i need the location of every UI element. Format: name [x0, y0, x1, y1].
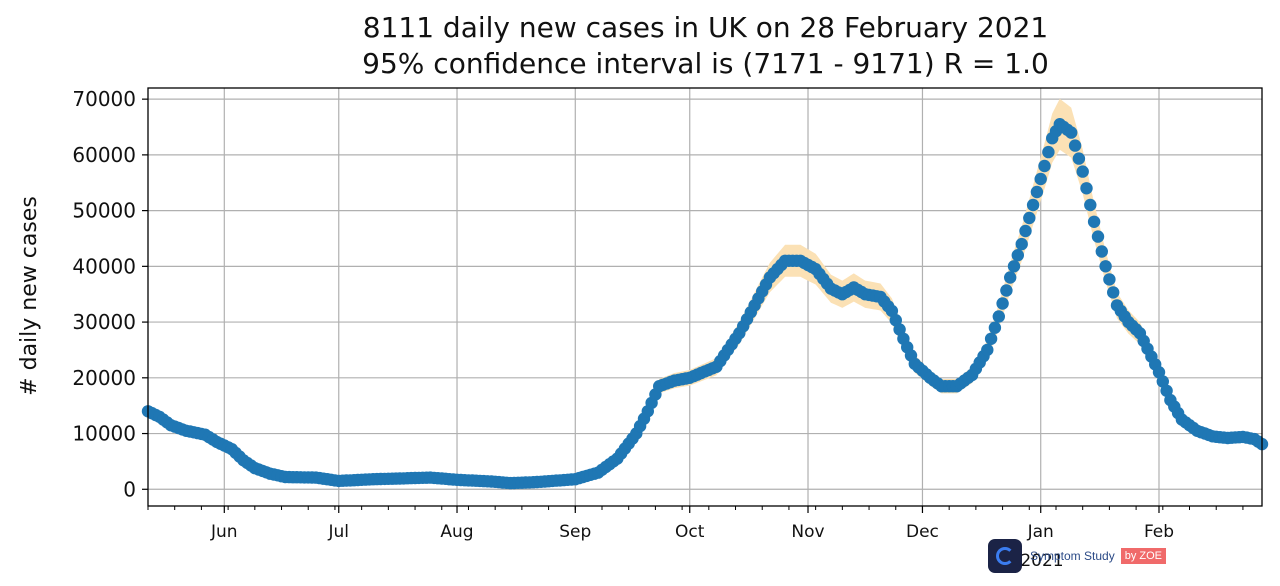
logo-badge-icon	[988, 539, 1022, 573]
data-point	[981, 343, 994, 357]
chart-title: 8111 daily new cases in UK on 28 Februar…	[362, 11, 1049, 44]
x-tick-label: Aug	[440, 522, 473, 542]
plot-frame	[147, 87, 1263, 507]
data-point	[1091, 230, 1105, 243]
data-point	[984, 332, 998, 345]
y-tick-label: 0	[123, 477, 136, 501]
confidence-band	[148, 98, 1262, 485]
covid-symptom-study-logo: Symptom Study by ZOE	[988, 538, 1166, 574]
data-point	[1004, 271, 1017, 284]
data-point	[1011, 249, 1024, 262]
data-point	[1084, 198, 1097, 212]
data-point	[1034, 172, 1047, 186]
data-point	[1080, 182, 1093, 195]
data-point	[1026, 198, 1040, 212]
data-point	[1019, 224, 1032, 238]
y-tick-label: 20000	[72, 366, 136, 390]
data-point	[1042, 145, 1055, 159]
data-point	[1038, 159, 1051, 173]
y-ticks: 0 10000 20000 30000 40000 50000 60000 70000	[72, 87, 148, 501]
data-point	[1007, 260, 1021, 273]
data-point	[1087, 215, 1101, 228]
data-point	[1076, 165, 1089, 178]
x-tick-label: Nov	[791, 522, 824, 542]
data-point	[1103, 273, 1116, 286]
x-year-label: 2021	[1020, 551, 1063, 571]
x-tick-label: Jul	[327, 522, 349, 542]
data-point	[1065, 126, 1078, 139]
grid-layer	[148, 88, 1262, 506]
y-tick-label: 60000	[72, 143, 136, 167]
x-tick-label: Oct	[675, 522, 705, 542]
y-tick-label: 30000	[72, 310, 136, 334]
data-point	[1156, 375, 1170, 388]
x-tick-label: Jan	[1027, 522, 1054, 542]
data-point	[1068, 139, 1082, 152]
data-point	[1030, 185, 1044, 199]
chart-subtitle: 95% confidence interval is (7171 - 9171)…	[362, 47, 1049, 80]
y-tick-label: 70000	[72, 87, 136, 111]
data-points	[141, 118, 1269, 490]
y-tick-label: 50000	[72, 199, 136, 223]
data-point	[893, 323, 906, 336]
data-point	[885, 304, 899, 318]
data-point	[1099, 260, 1112, 273]
data-point	[1107, 286, 1120, 299]
data-point	[1023, 211, 1036, 225]
data-point	[1000, 284, 1013, 297]
data-point	[992, 310, 1005, 323]
y-tick-label: 40000	[72, 254, 136, 278]
data-point	[1152, 366, 1166, 379]
x-ticks: Jun Jul Aug Sep Oct Nov Dec Jan Feb	[147, 506, 1244, 542]
y-tick-label: 10000	[72, 422, 136, 446]
logo-zoe-badge: by ZOE	[1120, 548, 1166, 564]
x-tick-label: Jun	[210, 522, 238, 542]
x-tick-label: Sep	[559, 522, 591, 542]
data-point	[996, 297, 1009, 310]
data-point	[988, 321, 1002, 334]
data-point	[1095, 245, 1109, 258]
data-point	[1160, 384, 1173, 397]
data-point	[1015, 237, 1028, 251]
x-tick-label: Feb	[1144, 522, 1174, 542]
data-point	[889, 314, 902, 327]
y-axis-label: # daily new cases	[17, 196, 42, 396]
data-point	[1072, 152, 1086, 165]
x-tick-label: Dec	[906, 522, 939, 542]
logo-text: Symptom Study	[1030, 549, 1115, 563]
